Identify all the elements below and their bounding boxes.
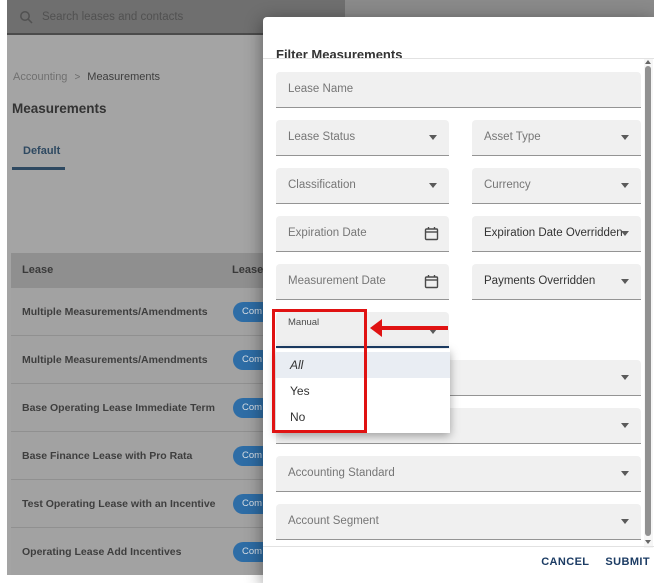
account-segment-select[interactable]: Account Segment — [276, 504, 641, 540]
chevron-down-icon — [621, 519, 629, 524]
dialog-actions: CANCEL SUBMIT — [541, 556, 650, 568]
column-header-lease[interactable]: Lease — [22, 264, 54, 276]
tab-default[interactable]: Default — [23, 145, 61, 157]
expiration-date-field[interactable]: Expiration Date — [276, 216, 449, 252]
chevron-down-icon — [621, 183, 629, 188]
cancel-button[interactable]: CANCEL — [541, 556, 590, 568]
accounting-standard-select[interactable]: Accounting Standard — [276, 456, 641, 492]
lease-name-field[interactable]: Lease Name — [276, 72, 641, 108]
modal-scrollbar-thumb[interactable] — [645, 66, 651, 536]
breadcrumb-separator-icon: > — [74, 71, 81, 83]
breadcrumb-accounting[interactable]: Accounting — [13, 71, 68, 83]
scrollbar-up-arrow-icon[interactable] — [645, 60, 651, 64]
lease-name-cell: Multiple Measurements/Amendments — [22, 306, 208, 318]
column-header-lease-status[interactable]: Lease — [232, 264, 264, 276]
submit-button[interactable]: SUBMIT — [605, 556, 650, 568]
dialog-header-divider — [263, 58, 654, 59]
filter-measurements-dialog: Filter Measurements Lease Name Lease Sta… — [263, 17, 654, 583]
dropdown-option-yes[interactable]: Yes — [290, 384, 310, 398]
lease-name-cell: Base Finance Lease with Pro Rata — [22, 450, 193, 462]
annotation-arrow-head-icon — [370, 319, 382, 337]
chevron-down-icon — [621, 423, 629, 428]
search-icon — [20, 10, 33, 24]
lease-name-cell: Test Operating Lease with an Incentive — [22, 498, 216, 510]
chevron-down-icon — [621, 231, 629, 236]
lease-name-cell: Operating Lease Add Incentives — [22, 546, 182, 558]
chevron-down-icon — [429, 135, 437, 140]
expiration-date-overridden-select[interactable]: Expiration Date Overridden — [472, 216, 641, 252]
chevron-down-icon — [621, 375, 629, 380]
breadcrumb: Accounting > Measurements — [13, 71, 160, 83]
measurement-date-field[interactable]: Measurement Date — [276, 264, 449, 300]
breadcrumb-measurements[interactable]: Measurements — [87, 71, 161, 83]
asset-type-select[interactable]: Asset Type — [472, 120, 641, 156]
annotation-rectangle — [272, 309, 367, 433]
currency-select[interactable]: Currency — [472, 168, 641, 204]
dialog-title: Filter Measurements — [276, 47, 403, 62]
chevron-down-icon — [429, 329, 437, 334]
page-title: Measurements — [12, 101, 107, 116]
lease-status-select[interactable]: Lease Status — [276, 120, 449, 156]
payments-overridden-select[interactable]: Payments Overridden — [472, 264, 641, 300]
dropdown-option-all[interactable]: All — [276, 352, 450, 378]
scrollbar-down-arrow-icon[interactable] — [645, 540, 651, 544]
lease-name-cell: Base Operating Lease Immediate Term — [22, 402, 215, 414]
dropdown-option-no[interactable]: No — [290, 410, 306, 424]
manual-floating-label: Manual — [288, 317, 320, 328]
dialog-footer-divider — [263, 546, 654, 547]
calendar-icon — [424, 275, 439, 289]
manual-dropdown-menu: All Yes No — [276, 349, 450, 433]
classification-select[interactable]: Classification — [276, 168, 449, 204]
search-placeholder: Search leases and contacts — [42, 10, 184, 23]
chevron-down-icon — [621, 279, 629, 284]
lease-name-cell: Multiple Measurements/Amendments — [22, 354, 208, 366]
chevron-down-icon — [621, 471, 629, 476]
manual-select[interactable]: Manual — [276, 312, 449, 348]
annotation-arrow — [381, 326, 448, 330]
chevron-down-icon — [621, 135, 629, 140]
calendar-icon — [424, 227, 439, 241]
chevron-down-icon — [429, 183, 437, 188]
tab-active-underline — [12, 167, 65, 170]
